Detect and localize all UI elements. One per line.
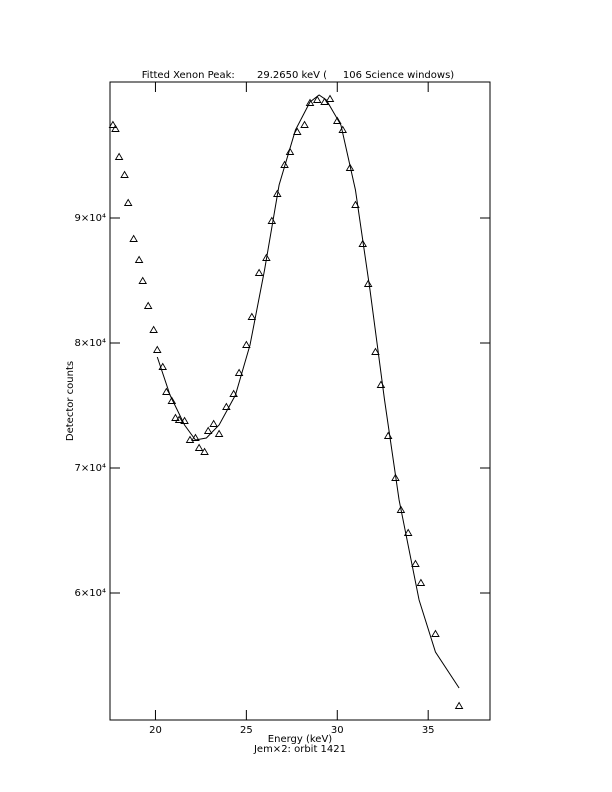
data-point	[134, 255, 144, 263]
data-point	[149, 325, 158, 333]
data-point	[200, 447, 209, 455]
data-point	[152, 345, 162, 353]
x-tick-label: 25	[240, 725, 253, 736]
x-axis-label: Energy (keV)	[268, 734, 333, 745]
data-point	[332, 116, 342, 124]
data-point	[312, 95, 322, 103]
data-point	[234, 368, 244, 376]
data-point	[214, 429, 224, 437]
data-point	[403, 528, 413, 536]
data-point	[194, 443, 204, 451]
y-tick-label: 6×10⁴	[75, 588, 106, 599]
data-point	[454, 701, 464, 709]
y-tick-label: 7×10⁴	[75, 463, 106, 474]
data-point	[383, 431, 393, 439]
data-point	[254, 268, 264, 276]
data-point	[391, 473, 400, 481]
data-point	[267, 216, 277, 224]
data-point	[305, 98, 315, 106]
data-point	[247, 312, 257, 320]
data-point	[171, 413, 180, 421]
subtitle: Jem×2: orbit 1421	[253, 744, 346, 755]
fit-line	[156, 94, 460, 689]
chart-title: Fitted Xenon Peak: 29.2650 keV ( 106 Sci…	[142, 70, 455, 81]
data-point	[363, 279, 373, 287]
y-tick-label: 9×10⁴	[75, 213, 106, 224]
data-point	[325, 94, 335, 102]
data-point	[416, 578, 426, 586]
data-point	[167, 396, 177, 404]
data-point	[162, 387, 171, 395]
data-point	[376, 380, 386, 388]
data-point	[285, 147, 295, 155]
data-point	[203, 426, 213, 434]
data-point	[222, 402, 231, 410]
data-point	[411, 559, 420, 567]
data-point	[345, 163, 355, 171]
data-point	[174, 415, 184, 423]
data-point	[396, 505, 406, 513]
data-point	[123, 198, 133, 206]
data-point	[300, 120, 309, 128]
data-point	[120, 170, 129, 178]
data-point	[114, 152, 124, 160]
data-point	[431, 629, 440, 637]
data-point	[138, 276, 148, 284]
data-point	[129, 234, 138, 242]
x-tick-label: 30	[331, 725, 344, 736]
data-point	[108, 120, 118, 128]
y-axis-label: Detector counts	[65, 361, 76, 441]
data-point	[242, 340, 251, 348]
x-tick-label: 20	[149, 725, 162, 736]
data-point	[371, 347, 380, 355]
x-tick-label: 35	[422, 725, 435, 736]
data-point	[111, 124, 120, 132]
plot-frame	[109, 81, 491, 721]
data-point	[358, 239, 368, 247]
data-point	[209, 419, 218, 427]
y-tick-label: 8×10⁴	[75, 338, 106, 349]
data-point	[185, 435, 195, 443]
data-point	[143, 301, 153, 309]
